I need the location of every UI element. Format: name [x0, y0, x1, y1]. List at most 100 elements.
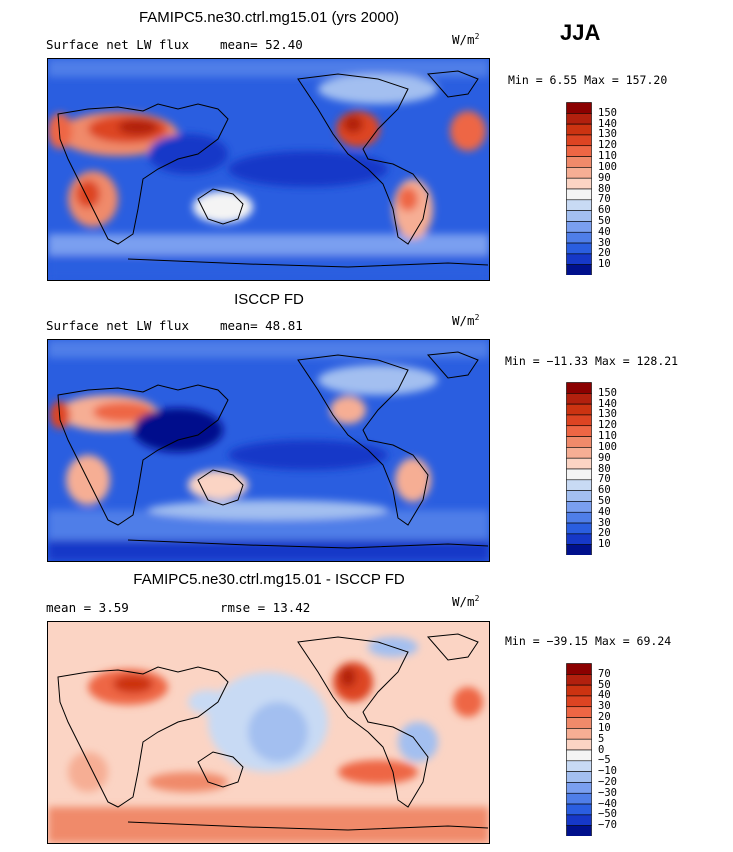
- colorbar-tick-label: 130: [598, 128, 617, 141]
- colorbar-swatch: [566, 199, 592, 211]
- colorbar-tick-label: −10: [598, 765, 617, 778]
- panel-3-map-plot: [48, 622, 489, 843]
- colorbar-swatch: [566, 145, 592, 157]
- colorbar-tick-label: 140: [598, 397, 617, 410]
- panel-3-map: [47, 621, 490, 844]
- colorbar-tick-label: 70: [598, 473, 611, 486]
- colorbar-swatch: [566, 436, 592, 448]
- panel-2-left-label: Surface net LW flux: [46, 318, 189, 333]
- colorbar-tick-label: 40: [598, 505, 611, 518]
- colorbar-swatch: [566, 522, 592, 535]
- colorbar-swatch: [566, 663, 592, 675]
- colorbar-tick-label: −5: [598, 754, 611, 767]
- colorbar-swatch: [566, 221, 592, 233]
- colorbar-tick-label: 70: [598, 193, 611, 206]
- colorbar-tick-label: −30: [598, 786, 617, 799]
- colorbar-swatch: [566, 501, 592, 513]
- panel-2-minmax: Min = −11.33 Max = 128.21: [505, 354, 679, 368]
- panel-1-map: [47, 58, 490, 281]
- colorbar-tick-label: 10: [598, 721, 611, 734]
- colorbar-tick-label: 50: [598, 678, 611, 691]
- colorbar-tick-label: 50: [598, 494, 611, 507]
- colorbar-swatch: [566, 264, 592, 276]
- panel-2-map: [47, 339, 490, 562]
- colorbar-tick-label: 80: [598, 462, 611, 475]
- colorbar-swatch: [566, 382, 592, 394]
- colorbar-swatch: [566, 760, 592, 772]
- colorbar-tick-label: 150: [598, 386, 617, 399]
- colorbar-swatch: [566, 253, 592, 265]
- panel-1-colorbar-swatches: [566, 102, 592, 276]
- colorbar-tick-label: 20: [598, 527, 611, 540]
- panel-3-rmse: rmse = 13.42: [220, 600, 311, 615]
- panel-1-minmax: Min = 6.55 Max = 157.20: [508, 73, 668, 87]
- colorbar-swatch: [566, 242, 592, 255]
- panel-1-title: FAMIPC5.ne30.ctrl.mg15.01 (yrs 2000): [138, 9, 400, 26]
- colorbar-swatch: [566, 447, 592, 459]
- colorbar-tick-label: 60: [598, 484, 611, 497]
- colorbar-swatch: [566, 684, 592, 697]
- panel-2-colorbar-swatches: [566, 382, 592, 556]
- colorbar-swatch: [566, 177, 592, 190]
- colorbar-swatch: [566, 728, 592, 740]
- panel-3-mean: mean = 3.59: [46, 600, 129, 615]
- panel-1-map-plot: [48, 59, 489, 280]
- colorbar-tick-label: 110: [598, 430, 617, 443]
- panel-2-mean: mean= 48.81: [220, 318, 303, 333]
- colorbar-tick-label: 90: [598, 171, 611, 184]
- colorbar-swatch: [566, 134, 592, 147]
- panel-2-units: W/m2: [452, 312, 480, 328]
- colorbar-swatch: [566, 814, 592, 826]
- panel-2-map-plot: [48, 340, 489, 561]
- colorbar-swatch: [566, 102, 592, 114]
- colorbar-tick-label: 140: [598, 117, 617, 130]
- colorbar-swatch: [566, 457, 592, 470]
- colorbar-swatch: [566, 167, 592, 179]
- colorbar-swatch: [566, 414, 592, 427]
- colorbar-tick-label: −20: [598, 775, 617, 788]
- colorbar-tick-label: 20: [598, 711, 611, 724]
- colorbar-tick-label: 70: [598, 667, 611, 680]
- panel-2-title: ISCCP FD: [234, 291, 304, 308]
- colorbar-swatch: [566, 533, 592, 545]
- colorbar-tick-label: 120: [598, 419, 617, 432]
- colorbar-swatch: [566, 468, 592, 481]
- colorbar-swatch: [566, 695, 592, 708]
- colorbar-tick-label: 40: [598, 225, 611, 238]
- colorbar-swatch: [566, 738, 592, 751]
- colorbar-swatch: [566, 803, 592, 816]
- colorbar-swatch: [566, 717, 592, 729]
- panel-1-units: W/m2: [452, 31, 480, 47]
- colorbar-swatch: [566, 706, 592, 718]
- colorbar-swatch: [566, 425, 592, 437]
- colorbar-tick-label: −50: [598, 808, 617, 821]
- panel-3-units: W/m2: [452, 593, 480, 609]
- season-label: JJA: [560, 20, 601, 45]
- colorbar-tick-label: 120: [598, 139, 617, 152]
- colorbar-tick-label: 40: [598, 689, 611, 702]
- colorbar-tick-label: 30: [598, 700, 611, 713]
- colorbar-tick-label: 60: [598, 204, 611, 217]
- colorbar-swatch: [566, 771, 592, 783]
- panel-3-title: FAMIPC5.ne30.ctrl.mg15.01 - ISCCP FD: [133, 571, 405, 588]
- colorbar-tick-label: −40: [598, 797, 617, 810]
- colorbar-swatch: [566, 113, 592, 125]
- colorbar-tick-label: 30: [598, 516, 611, 529]
- panel-3-colorbar: [566, 663, 592, 837]
- colorbar-tick-label: 110: [598, 150, 617, 163]
- colorbar-swatch: [566, 231, 592, 244]
- colorbar-tick-label: 100: [598, 160, 617, 173]
- colorbar-swatch: [566, 210, 592, 222]
- panel-2-colorbar: [566, 382, 592, 556]
- colorbar-swatch: [566, 156, 592, 168]
- colorbar-tick-label: 80: [598, 182, 611, 195]
- colorbar-tick-label: −70: [598, 819, 617, 832]
- colorbar-tick-label: 10: [598, 538, 611, 551]
- colorbar-swatch: [566, 782, 592, 794]
- colorbar-swatch: [566, 188, 592, 201]
- colorbar-tick-label: 30: [598, 236, 611, 249]
- colorbar-swatch: [566, 674, 592, 686]
- colorbar-tick-label: 90: [598, 451, 611, 464]
- colorbar-tick-label: 10: [598, 258, 611, 271]
- colorbar-swatch: [566, 511, 592, 524]
